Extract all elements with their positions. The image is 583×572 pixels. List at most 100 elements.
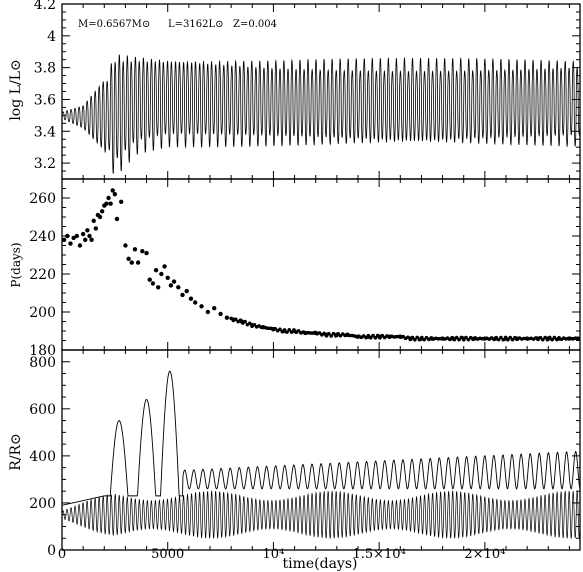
x-tick-label: 5000 — [151, 547, 184, 562]
period-point — [176, 285, 181, 290]
y-tick-label: 240 — [29, 229, 56, 245]
period-point — [454, 335, 459, 340]
period-point — [496, 337, 501, 342]
period-point — [229, 316, 233, 321]
annotation-mass: M=0.6567M⊙ — [78, 19, 150, 30]
period-point — [410, 335, 415, 340]
x-tick-label: 2×10⁴ — [464, 547, 505, 562]
period-point — [171, 279, 177, 284]
x-tick-label: 10⁴ — [263, 547, 285, 562]
y-tick-label: 4 — [47, 29, 56, 45]
period-point — [91, 218, 96, 223]
xlabel-bottom: time(days) — [283, 556, 358, 572]
period-point — [282, 328, 287, 332]
period-point — [459, 335, 464, 340]
period-point — [184, 288, 189, 294]
period-point — [285, 330, 289, 334]
annotation-metallicity: Z=0.004 — [233, 19, 277, 30]
period-point — [199, 304, 204, 309]
period-point — [218, 311, 223, 317]
period-point — [238, 318, 243, 322]
ylabel-bottom: R/R⊙ — [8, 433, 24, 471]
period-point — [80, 231, 86, 237]
radius-curves — [61, 370, 581, 540]
period-point — [114, 216, 120, 222]
y-tick-label: 4.2 — [34, 0, 56, 13]
period-point — [327, 331, 331, 336]
y-tick-label: 3.6 — [34, 92, 56, 108]
period-point — [278, 327, 282, 332]
x-tick-label: 1.5×10⁴ — [352, 547, 405, 562]
period-point — [85, 228, 90, 233]
period-point — [159, 271, 164, 277]
period-point — [188, 296, 194, 301]
period-point — [334, 334, 338, 338]
period-point — [135, 260, 141, 265]
period-point — [508, 335, 513, 340]
period-point — [575, 337, 580, 341]
luminosity-line — [61, 54, 581, 174]
period-point — [104, 201, 109, 206]
period-point — [366, 333, 371, 338]
period-point — [322, 331, 326, 336]
period-point — [83, 237, 88, 242]
period-point — [110, 188, 115, 193]
y-tick-label: 180 — [29, 343, 56, 359]
period-point — [233, 317, 238, 322]
period-point — [71, 235, 76, 241]
period-point — [129, 260, 134, 265]
period-point — [144, 250, 149, 256]
period-point — [106, 195, 111, 201]
period-point — [99, 209, 105, 214]
period-point — [289, 330, 294, 334]
ticks-layer: 0 5000 10⁴ 1.5×10⁴ 2×10⁴ 3.2 3.4 3.6 3.8 4 4.2 180 2… — [29, 0, 580, 562]
x-tick-label: 0 — [58, 547, 66, 562]
period-point — [112, 192, 118, 197]
period-point — [375, 333, 380, 338]
period-point — [331, 331, 336, 336]
radius-envelope — [61, 370, 581, 506]
period-point — [243, 319, 247, 324]
period-point — [547, 335, 552, 340]
period-point — [74, 233, 80, 239]
y-tick-label: 3.8 — [34, 61, 56, 77]
radius-band — [61, 490, 581, 540]
y-tick-label: 220 — [29, 267, 56, 283]
y-tick-label: 3.2 — [34, 156, 56, 172]
period-point — [87, 233, 92, 239]
period-point — [212, 306, 217, 311]
ylabel-top: log L/L⊙ — [8, 59, 24, 120]
period-point — [420, 335, 424, 340]
period-point — [77, 243, 83, 248]
period-point — [292, 328, 296, 332]
period-point — [153, 268, 159, 273]
period-point — [180, 292, 185, 298]
period-point — [499, 335, 503, 340]
y-tick-label: 600 — [29, 402, 56, 418]
period-point — [147, 277, 152, 282]
period-point — [550, 337, 554, 342]
period-point — [503, 335, 508, 340]
panel-bottom-frame — [61, 349, 581, 551]
panel-middle-frame — [61, 178, 581, 351]
annotation-luminosity: L=3162L⊙ — [168, 19, 224, 30]
period-point — [545, 337, 550, 342]
period-point — [501, 337, 506, 342]
period-point — [506, 337, 510, 342]
period-point — [378, 335, 382, 340]
y-tick-label: 260 — [29, 191, 56, 207]
period-point — [193, 300, 198, 305]
period-point — [540, 337, 545, 342]
period-point — [140, 249, 145, 254]
period-point — [97, 214, 103, 220]
period-point — [406, 335, 410, 340]
period-point — [371, 333, 375, 338]
period-point — [119, 199, 124, 204]
period-point — [68, 241, 73, 246]
period-point — [123, 243, 128, 248]
period-point — [368, 335, 373, 340]
period-point — [373, 336, 378, 340]
y-tick-label: 0 — [47, 543, 56, 559]
period-point — [413, 337, 417, 342]
